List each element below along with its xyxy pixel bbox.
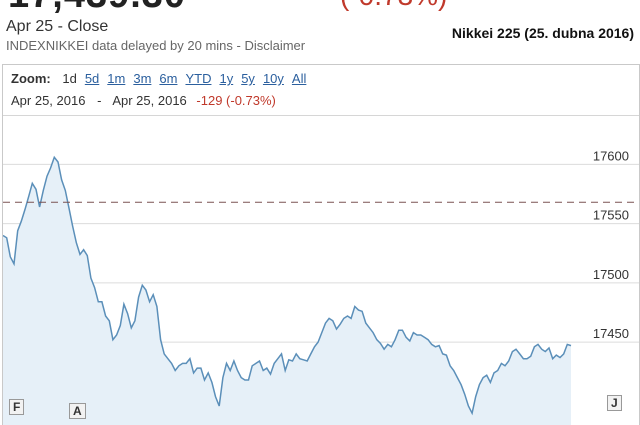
- date-range-row: Apr 25, 2016 - Apr 25, 2016 -129 (-0.73%…: [11, 93, 276, 108]
- zoom-option-1y[interactable]: 1y: [219, 71, 234, 86]
- range-from-date[interactable]: Apr 25, 2016: [11, 93, 86, 108]
- zoom-label: Zoom:: [11, 71, 51, 86]
- news-flag-j[interactable]: J: [607, 395, 622, 411]
- news-flag-a[interactable]: A: [69, 403, 86, 419]
- price-line: [3, 155, 572, 416]
- zoom-option-1m[interactable]: 1m: [107, 71, 126, 86]
- zoom-option-10y[interactable]: 10y: [262, 71, 284, 86]
- zoom-option-5y[interactable]: 5y: [241, 71, 255, 86]
- chart-panel: 17450 17500 17550 17600 Zoom: 1d 5d 1m 3m 6m YTD…: [2, 64, 640, 425]
- range-separator: -: [97, 93, 102, 108]
- news-flag-f[interactable]: F: [9, 399, 25, 415]
- y-tick-label: 17450: [593, 326, 629, 341]
- zoom-option-5d[interactable]: 5d: [84, 71, 100, 86]
- zoom-option-6m[interactable]: 6m: [159, 71, 178, 86]
- quote-price: 17,439.30: [8, 0, 186, 17]
- quote-change: (-0.73%): [340, 0, 447, 12]
- chart-caption: Nikkei 225 (25. dubna 2016): [451, 25, 634, 41]
- range-change: -129 (-0.73%): [196, 93, 276, 108]
- data-source-line: INDEXNIKKEI data delayed by 20 mins - Di…: [6, 38, 306, 53]
- price-area: [3, 157, 571, 425]
- quote-date-label: Apr 25 - Close: [6, 18, 109, 35]
- zoom-option-3m[interactable]: 3m: [133, 71, 152, 86]
- zoom-option-1d[interactable]: 1d: [62, 71, 77, 86]
- zoom-option-ytd[interactable]: YTD: [185, 71, 212, 86]
- y-tick-label: 17550: [593, 208, 629, 223]
- zoom-bar: Zoom: 1d 5d 1m 3m 6m YTD 1y 5y 10y All: [11, 71, 314, 86]
- range-to-date[interactable]: Apr 25, 2016: [112, 93, 187, 108]
- y-tick-label: 17500: [593, 267, 629, 282]
- toolbar-divider: [3, 115, 639, 116]
- zoom-option-all[interactable]: All: [291, 71, 307, 86]
- chart-plot[interactable]: 17450 17500 17550 17600: [3, 65, 639, 425]
- y-tick-label: 17600: [593, 148, 629, 163]
